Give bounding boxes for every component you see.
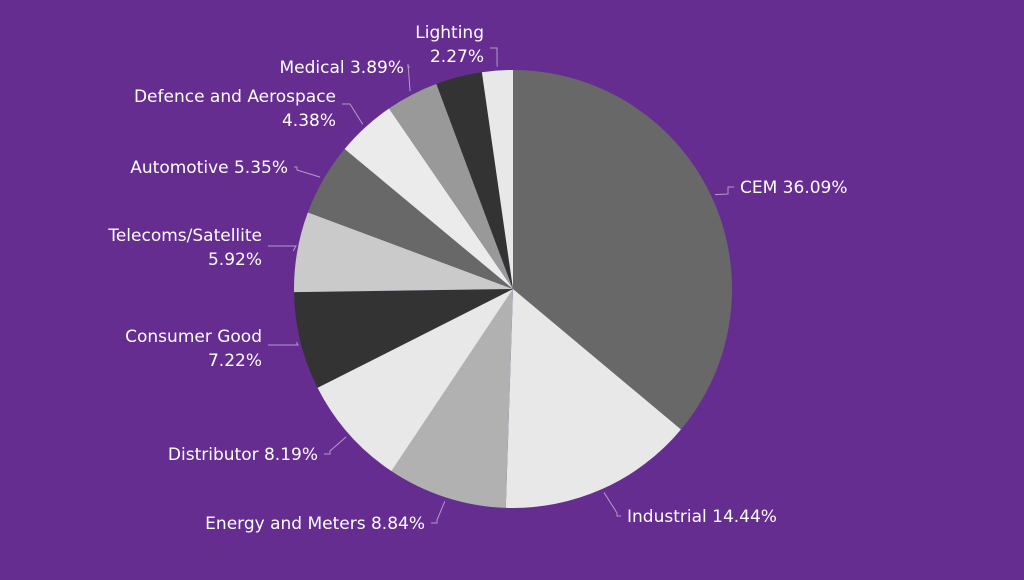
leader-line-energy-and-meters <box>431 501 446 524</box>
pie-slice-distributor <box>317 289 513 472</box>
slice-label-telecoms-satellite-line2: 5.92% <box>208 250 262 270</box>
label-leader-lines <box>268 47 734 524</box>
pie-slice-cem <box>513 70 732 430</box>
pie-slice-automotive <box>307 148 513 289</box>
leader-line-consumer-good <box>268 341 299 346</box>
slice-label-industrial: Industrial 14.44% <box>627 507 777 527</box>
slice-label-telecoms-satellite: Telecoms/Satellite <box>107 226 262 246</box>
slice-label-defence-and-aerospace: Defence and Aerospace <box>134 87 336 107</box>
slice-label-energy-and-meters: Energy and Meters 8.84% <box>205 514 425 534</box>
leader-line-defence-and-aerospace <box>342 103 364 125</box>
pie-slice-lighting <box>481 70 513 289</box>
leader-line-telecoms-satellite <box>268 245 297 252</box>
pie-slice-telecoms-satellite <box>294 212 513 293</box>
leader-line-automotive <box>294 166 321 178</box>
slice-label-automotive: Automotive 5.35% <box>130 158 288 178</box>
pie-slice-energy-and-meters <box>391 289 513 508</box>
pie-slices <box>294 70 732 508</box>
slice-labels: CEM 36.09% Industrial 14.44% Energy and Me… <box>107 23 847 534</box>
slice-label-cem: CEM 36.09% <box>740 178 848 198</box>
pie-slice-consumer-good <box>294 289 513 388</box>
pie-slice-industrial <box>505 289 681 508</box>
leader-line-cem <box>715 186 734 196</box>
slice-label-lighting: Lighting <box>415 23 484 43</box>
slice-label-lighting-line2: 2.27% <box>430 47 484 67</box>
pie-slice-other <box>436 72 513 289</box>
pie-slice-defence-and-aerospace <box>344 108 513 289</box>
leader-line-lighting <box>490 47 498 67</box>
pie-slice-medical <box>389 83 513 290</box>
leader-line-industrial <box>603 492 621 517</box>
leader-line-distributor <box>324 436 347 455</box>
leader-line-medical <box>407 63 411 92</box>
slice-label-medical: Medical 3.89% <box>279 58 404 78</box>
slice-label-distributor: Distributor 8.19% <box>168 445 318 465</box>
slice-label-consumer-good-line2: 7.22% <box>208 351 262 371</box>
slice-label-defence-and-aerospace-line2: 4.38% <box>282 111 336 131</box>
slice-label-consumer-good: Consumer Good <box>125 327 262 347</box>
